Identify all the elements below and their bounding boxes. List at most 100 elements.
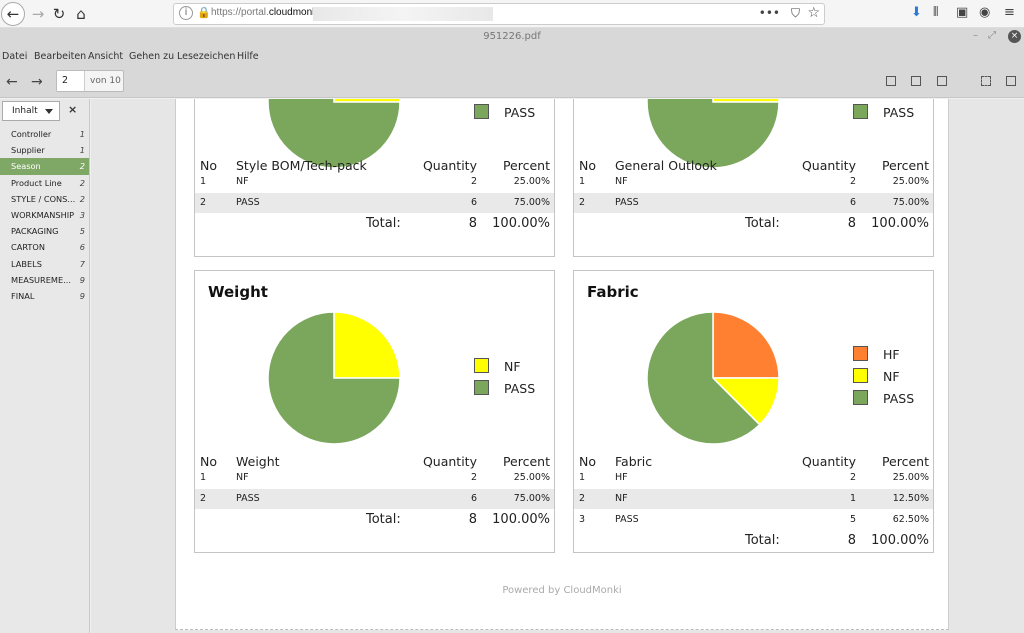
url-redacted <box>313 7 493 21</box>
chevron-down-icon <box>45 109 53 114</box>
menu-bookmarks[interactable]: Lesezeichen <box>177 51 236 62</box>
pocket-icon[interactable]: ⛉ <box>790 6 800 20</box>
total-quantity: 8 <box>847 533 856 548</box>
pie-slice-pass <box>267 311 401 445</box>
panel-style-bom: PASS No Style BOM/Tech-pack Quantity Percen… <box>194 99 555 257</box>
presentation-icon[interactable] <box>1006 76 1016 86</box>
total-percent: 100.00% <box>871 533 929 548</box>
menu-icon[interactable]: ≡ <box>1004 5 1015 20</box>
home-button[interactable]: ⌂ <box>70 3 92 25</box>
col-header-quantity: Quantity <box>422 454 477 469</box>
legend-swatch <box>853 104 868 119</box>
cell-percent: 75.00% <box>892 197 929 208</box>
legend-label: PASS <box>883 391 915 406</box>
prev-page-icon[interactable]: ← <box>6 74 18 90</box>
account-icon[interactable]: ◉ <box>979 5 991 20</box>
next-page-icon[interactable]: → <box>31 74 43 90</box>
browser-toolbar: ← → ↻ ⌂ i 🔒 https://portal.cloudmonki. •… <box>0 0 1024 28</box>
sidebar-icon[interactable]: ▣ <box>956 5 969 20</box>
home-icon: ⌂ <box>76 5 86 23</box>
outline-item[interactable]: CARTON 6 <box>0 239 89 255</box>
download-icon[interactable]: ⬇ <box>911 5 922 20</box>
reload-icon: ↻ <box>52 5 66 23</box>
cell-no: 1 <box>200 472 207 483</box>
outline-item[interactable]: Product Line 2 <box>0 175 89 191</box>
dual-page-icon[interactable] <box>911 76 921 86</box>
close-window-icon[interactable]: × <box>1008 30 1021 43</box>
cell-percent: 25.00% <box>513 176 550 187</box>
fit-page-icon[interactable] <box>937 76 947 86</box>
menu-go[interactable]: Gehen zu <box>129 51 175 62</box>
panel-weight: Weight NF PASS No Weight Quantity Percent 1 NF… <box>194 270 555 553</box>
col-header-percent: Percent <box>502 158 550 173</box>
outline-item[interactable]: STYLE / CONS... 2 <box>0 191 89 207</box>
page-number-input[interactable]: 2 <box>57 71 85 91</box>
menu-view[interactable]: Ansicht <box>88 51 124 62</box>
close-sidebar-icon[interactable]: × <box>68 103 78 116</box>
cell-no: 2 <box>200 197 207 208</box>
total-label: Total: <box>745 216 780 231</box>
col-header-no: No <box>579 454 596 469</box>
legend-swatch <box>853 368 868 383</box>
bookmark-star-icon[interactable]: ☆ <box>807 5 820 21</box>
table-row: 2 PASS 6 75.00% <box>195 193 554 213</box>
col-header-quantity: Quantity <box>801 158 856 173</box>
total-quantity: 8 <box>847 216 856 231</box>
cell-no: 2 <box>579 197 586 208</box>
panel-title-weight: Weight <box>208 283 268 301</box>
col-header-name: General Outlook <box>615 158 717 173</box>
arrow-right-icon: → <box>31 5 45 23</box>
outline-item-page: 5 <box>79 226 85 237</box>
outline-item-label: Controller <box>11 129 52 139</box>
page-actions-icon[interactable]: ••• <box>758 6 780 20</box>
outline-item-page: 9 <box>79 290 85 301</box>
forward-button[interactable]: → <box>27 3 49 25</box>
panel-fabric: Fabric HF NF PASS No Fabric Quantity Percent 1… <box>573 270 934 553</box>
outline-item[interactable]: Supplier 1 <box>0 142 89 158</box>
back-button[interactable]: ← <box>1 2 25 26</box>
single-page-icon[interactable] <box>886 76 896 86</box>
table-row: 2 PASS 6 75.00% <box>574 193 933 213</box>
library-icon[interactable]: ⫴ <box>933 5 939 20</box>
arrow-left-icon: ← <box>6 5 20 23</box>
outline-item[interactable]: MEASUREME... 9 <box>0 272 89 288</box>
outline-item[interactable]: FINAL 9 <box>0 288 89 304</box>
outline-item[interactable]: PACKAGING 5 <box>0 223 89 239</box>
outline-item[interactable]: Season 2 <box>0 158 89 175</box>
outline-list: Controller 1 Supplier 1 Season 2 Product Line 2… <box>0 126 89 304</box>
url-text: https://portal.cloudmonki. <box>211 7 323 18</box>
cell-quantity: 2 <box>470 472 477 483</box>
url-bar[interactable]: i 🔒 https://portal.cloudmonki. ••• ⛉ ☆ <box>173 3 825 25</box>
cell-percent: 75.00% <box>513 493 550 504</box>
total-quantity: 8 <box>468 512 477 527</box>
outline-item[interactable]: WORKMANSHIP 3 <box>0 207 89 223</box>
outline-item[interactable]: LABELS 7 <box>0 256 89 272</box>
menu-file[interactable]: Datei <box>2 51 28 62</box>
table-row: 1 HF 2 25.00% <box>574 468 933 488</box>
legend-swatch <box>474 104 489 119</box>
page-number-field[interactable]: 2 von 10 <box>56 70 124 92</box>
pdf-toolbar: ← → 2 von 10 <box>0 68 1024 98</box>
cell-percent: 25.00% <box>892 176 929 187</box>
legend-swatch <box>853 346 868 361</box>
cell-no: 1 <box>579 176 586 187</box>
minimize-icon[interactable]: – <box>973 30 978 41</box>
document-viewer[interactable]: PASS No Style BOM/Tech-pack Quantity Percen… <box>91 99 1024 633</box>
pie-chart-fabric <box>646 311 780 445</box>
maximize-icon[interactable]: ⤢ <box>988 30 996 41</box>
pie-slice-nf <box>333 311 401 379</box>
menu-edit[interactable]: Bearbeiten <box>34 51 87 62</box>
cell-quantity: 1 <box>849 493 856 504</box>
info-icon[interactable]: i <box>179 6 193 20</box>
sidebar-view-select[interactable]: Inhalt <box>2 101 60 121</box>
continuous-icon[interactable] <box>981 76 991 86</box>
menu-help[interactable]: Hilfe <box>237 51 259 62</box>
outline-item[interactable]: Controller 1 <box>0 126 89 142</box>
outline-item-label: LABELS <box>11 258 42 269</box>
cell-quantity: 2 <box>849 176 856 187</box>
reload-button[interactable]: ↻ <box>48 3 70 25</box>
cell-quantity: 2 <box>470 176 477 187</box>
cell-name: NF <box>236 176 249 187</box>
sidebar-view-label: Inhalt <box>12 106 38 116</box>
cell-no: 1 <box>200 176 207 187</box>
